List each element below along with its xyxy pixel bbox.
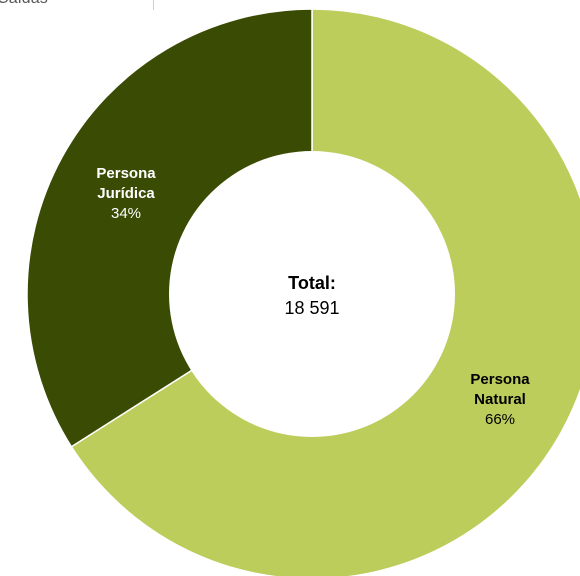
slice-percent-natural: 66% xyxy=(485,411,515,428)
center-total-title: Total: xyxy=(288,273,336,293)
header-label: Caldas xyxy=(0,0,48,8)
slice-label-juridica-line1: Persona xyxy=(96,165,156,182)
slice-label-natural-line1: Persona xyxy=(470,371,530,388)
slice-label-natural-line2: Natural xyxy=(474,391,526,408)
slice-percent-juridica: 34% xyxy=(111,205,141,222)
header-divider xyxy=(153,0,154,10)
center-total-value: 18 591 xyxy=(284,298,339,318)
slice-label-juridica-line2: Jurídica xyxy=(97,185,155,202)
donut-hole xyxy=(169,151,455,437)
